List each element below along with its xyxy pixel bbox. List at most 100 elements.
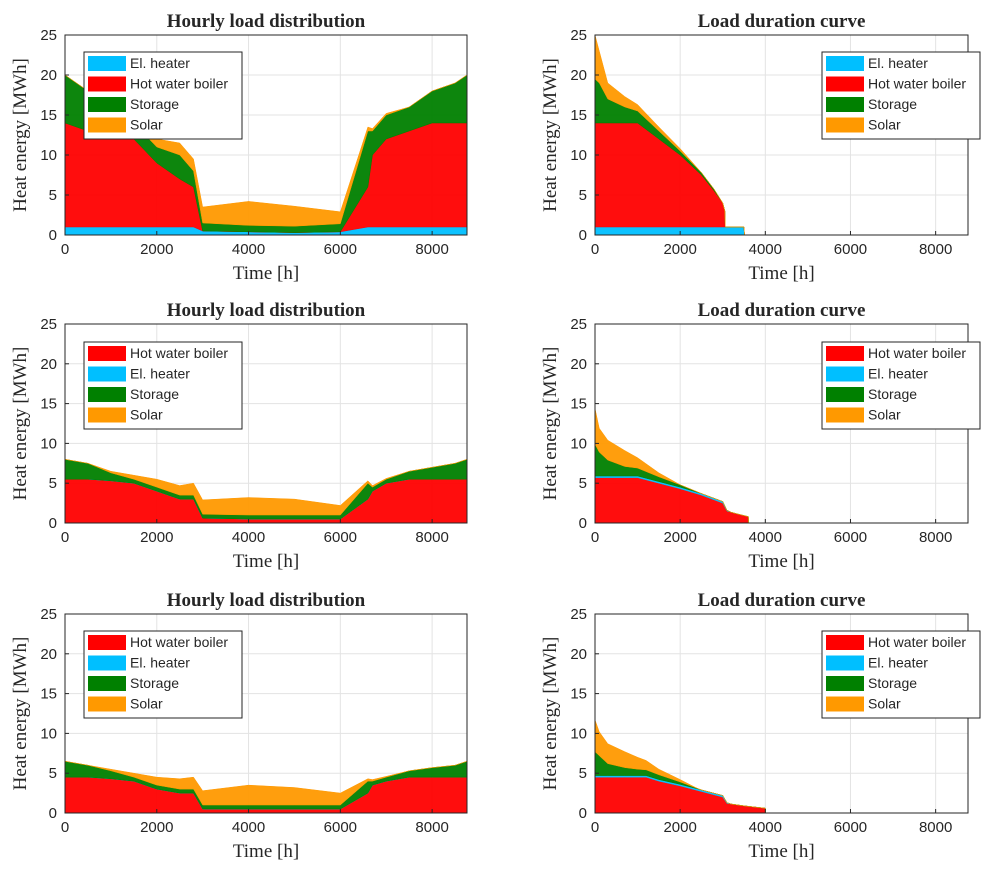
y-axis-label: Heat energy [MWh] — [540, 637, 561, 791]
x-tick-label: 2000 — [140, 819, 173, 836]
y-tick-label: 0 — [49, 515, 57, 532]
y-tick-label: 25 — [40, 316, 57, 333]
y-tick-label: 5 — [49, 187, 57, 204]
legend: El. heater Hot water boiler Storage Solar — [83, 51, 243, 140]
legend-label: El. heater — [130, 366, 190, 382]
legend-swatch — [88, 676, 126, 691]
x-tick-label: 6000 — [834, 819, 867, 836]
x-tick-label: 4000 — [749, 529, 782, 546]
legend-label: Storage — [130, 96, 179, 112]
x-tick-label: 0 — [591, 819, 599, 836]
legend-label: Solar — [868, 696, 901, 712]
legend-swatch — [826, 635, 864, 650]
y-tick-label: 5 — [579, 765, 587, 782]
x-tick-label: 0 — [591, 241, 599, 258]
legend-label: Hot water boiler — [130, 345, 228, 361]
x-tick-label: 0 — [591, 529, 599, 546]
y-tick-label: 20 — [570, 356, 587, 373]
y-axis-label: Heat energy [MWh] — [10, 58, 31, 212]
chart-title: Load duration curve — [698, 590, 866, 611]
legend-swatch — [88, 387, 126, 402]
legend-label: Solar — [130, 407, 163, 423]
x-tick-label: 8000 — [919, 819, 952, 836]
x-tick-label: 0 — [61, 241, 69, 258]
legend-label: El. heater — [868, 655, 928, 671]
legend-label: Solar — [868, 407, 901, 423]
y-tick-label: 10 — [570, 725, 587, 742]
legend-label: Hot water boiler — [868, 634, 966, 650]
legend-swatch — [826, 346, 864, 361]
y-tick-label: 5 — [49, 475, 57, 492]
y-tick-label: 15 — [40, 686, 57, 703]
series-area-1 — [594, 226, 745, 236]
legend-swatch — [88, 635, 126, 650]
x-axis-label: Time [h] — [233, 841, 299, 862]
legend-swatch — [88, 366, 126, 382]
legend: Hot water boiler El. heater Storage Solar — [83, 630, 243, 719]
legend-label: Storage — [130, 386, 179, 402]
y-tick-label: 0 — [579, 227, 587, 244]
legend-label: El. heater — [130, 55, 190, 71]
y-tick-label: 15 — [570, 107, 587, 124]
x-tick-label: 2000 — [663, 819, 696, 836]
x-tick-label: 6000 — [324, 529, 357, 546]
y-tick-label: 0 — [579, 805, 587, 822]
y-tick-label: 15 — [570, 686, 587, 703]
legend-label: Hot water boiler — [130, 634, 228, 650]
x-tick-label: 2000 — [140, 241, 173, 258]
x-axis-label: Time [h] — [748, 551, 814, 572]
chart-2: 0 2000 4000 6000 8000 0 5 10 15 20 25 Load duration… — [540, 11, 981, 284]
chart-title: Load duration curve — [698, 300, 866, 321]
legend-swatch — [88, 76, 126, 92]
legend-swatch — [826, 655, 864, 671]
legend: Hot water boiler El. heater Storage Solar — [821, 630, 981, 719]
x-tick-label: 8000 — [919, 529, 952, 546]
legend-label: El. heater — [130, 655, 190, 671]
legend-swatch — [826, 117, 864, 133]
y-tick-label: 25 — [570, 316, 587, 333]
legend-label: Hot water boiler — [868, 345, 966, 361]
y-tick-label: 0 — [49, 805, 57, 822]
legend: Hot water boiler El. heater Storage Solar — [83, 341, 243, 430]
x-tick-label: 6000 — [834, 241, 867, 258]
axes-box — [64, 323, 468, 524]
y-tick-label: 25 — [40, 27, 57, 44]
legend-swatch — [826, 366, 864, 382]
legend-swatch — [826, 407, 864, 423]
y-tick-label: 20 — [40, 67, 57, 84]
y-tick-label: 15 — [40, 396, 57, 413]
legend-swatch — [826, 76, 864, 92]
x-axis-label: Time [h] — [233, 263, 299, 284]
x-tick-label: 4000 — [749, 819, 782, 836]
y-tick-label: 25 — [570, 27, 587, 44]
legend-swatch — [826, 676, 864, 691]
y-tick-label: 25 — [570, 606, 587, 623]
axes-box — [64, 34, 468, 236]
y-tick-label: 0 — [579, 515, 587, 532]
x-tick-label: 8000 — [415, 529, 448, 546]
legend-swatch — [88, 655, 126, 671]
chart-6: 0 2000 4000 6000 8000 0 5 10 15 20 25 Load duration… — [540, 590, 981, 862]
x-tick-label: 4000 — [232, 241, 265, 258]
legend: El. heater Hot water boiler Storage Solar — [821, 51, 981, 140]
x-tick-label: 8000 — [919, 241, 952, 258]
legend-label: Hot water boiler — [130, 76, 228, 92]
y-tick-label: 10 — [40, 725, 57, 742]
y-tick-label: 10 — [40, 435, 57, 452]
y-axis-label: Heat energy [MWh] — [10, 637, 31, 791]
legend-swatch — [826, 696, 864, 712]
y-tick-label: 15 — [40, 107, 57, 124]
legend-label: Storage — [130, 675, 179, 691]
y-axis-label: Heat energy [MWh] — [540, 58, 561, 212]
y-tick-label: 20 — [570, 67, 587, 84]
y-tick-label: 20 — [570, 646, 587, 663]
x-axis-label: Time [h] — [748, 841, 814, 862]
y-tick-label: 5 — [579, 187, 587, 204]
y-tick-label: 10 — [570, 435, 587, 452]
series-area-4 — [594, 408, 749, 524]
legend-label: Storage — [868, 675, 917, 691]
legend-swatch — [826, 56, 864, 71]
x-tick-label: 2000 — [663, 529, 696, 546]
x-tick-label: 6000 — [834, 529, 867, 546]
